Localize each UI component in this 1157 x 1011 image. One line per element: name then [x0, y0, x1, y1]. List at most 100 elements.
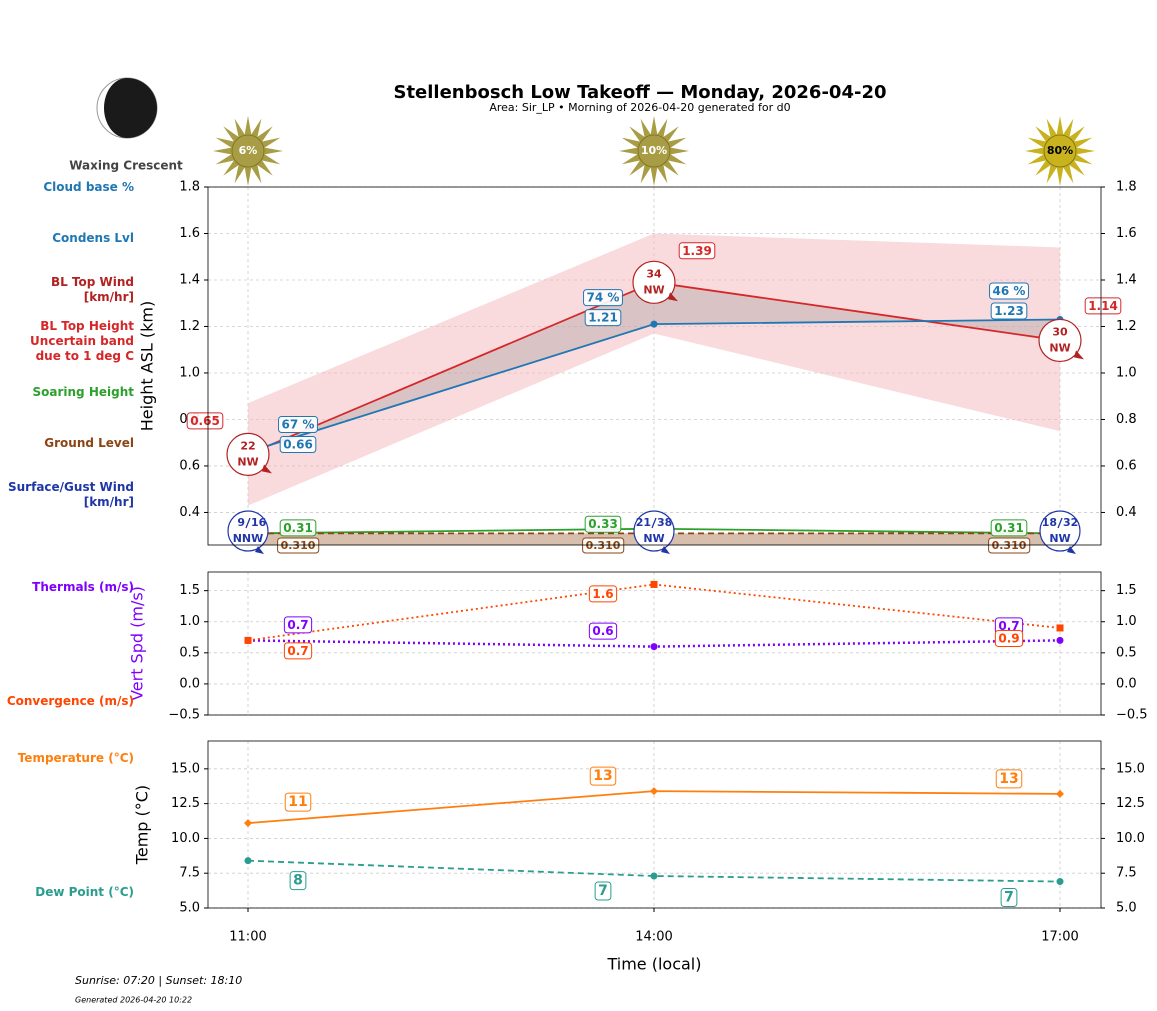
point — [1056, 789, 1064, 798]
legend-entry: BL Top Wind [km/hr] — [50, 275, 134, 304]
moon-shadow — [104, 78, 157, 138]
value-label: 7 — [1004, 890, 1014, 906]
sun-label: 6% — [239, 144, 258, 157]
value-label: 0.7 — [998, 619, 1019, 633]
value-label: 46 % — [993, 284, 1026, 298]
y2-tick-label: 1.4 — [1116, 272, 1137, 287]
y-tick-label: 1.0 — [179, 614, 200, 629]
legend-entry: Dew Point (°C) — [35, 885, 134, 899]
value-label: 0.65 — [190, 414, 220, 428]
value-label-box — [582, 537, 625, 554]
value-label: 0.31 — [283, 521, 313, 535]
wind-speed: 30 — [1052, 325, 1068, 338]
between-area — [248, 282, 1060, 455]
sun — [1043, 134, 1077, 168]
x-axis-label: Time (local) — [606, 955, 701, 974]
wind-gust: 32 — [1063, 516, 1078, 529]
value-label: 0.66 — [283, 438, 313, 452]
value-label: 0.7 — [287, 618, 308, 632]
x-tick-label: 11:00 — [229, 930, 266, 945]
sun-label: 10% — [641, 144, 667, 157]
value-label: 0.310 — [992, 539, 1027, 552]
wind-direction: NW — [643, 532, 664, 545]
value-label-box — [1000, 888, 1018, 908]
value-label-box — [289, 871, 307, 891]
value-label: 7 — [598, 883, 608, 899]
legend-entry: Cloud base % — [43, 180, 134, 194]
value-label-box — [995, 769, 1023, 789]
y2-tick-label: 1.0 — [1116, 614, 1137, 629]
value-label-box — [994, 629, 1024, 647]
wind-circle — [227, 510, 269, 552]
x-tick-label: 17:00 — [1041, 930, 1078, 945]
point — [1056, 878, 1064, 886]
point — [1056, 636, 1064, 644]
point — [1056, 624, 1064, 632]
chart-title: Stellenbosch Low Takeoff — Monday, 2026-… — [393, 82, 886, 103]
y-tick-label: 0.0 — [179, 676, 200, 691]
y2-tick-label: 0.0 — [1116, 676, 1137, 691]
wind-circle — [226, 432, 270, 476]
value-label: 13 — [999, 771, 1018, 787]
value-label-box — [278, 416, 318, 434]
y2-tick-label: 5.0 — [1116, 901, 1137, 916]
plot-frame — [207, 186, 1102, 546]
wind-speed: 22 — [240, 439, 255, 452]
y2-tick-label: 0.4 — [1116, 505, 1137, 520]
point — [650, 320, 658, 328]
wind-direction: NW — [1049, 341, 1070, 354]
wind-separator — [1057, 517, 1063, 529]
legend-entry: Surface/Gust Wind [km/hr] — [8, 480, 134, 509]
legend-entry: Condens Lvl — [52, 231, 134, 245]
y2-tick-label: 7.5 — [1116, 866, 1137, 881]
chart-subtitle: Area: Sir_LP • Morning of 2026-04-20 gen… — [489, 101, 790, 114]
legend-entry: Convergence (m/s) — [6, 694, 134, 708]
y2-tick-label: 0.8 — [1116, 412, 1137, 427]
wind-direction: NW — [237, 455, 258, 468]
y-tick-label: 15.0 — [171, 761, 200, 776]
point — [650, 643, 658, 651]
value-label-box — [990, 519, 1028, 537]
y-tick-label: 5.0 — [179, 901, 200, 916]
value-label: 1.39 — [682, 244, 712, 258]
wind-separator — [245, 517, 251, 529]
wind-circle — [633, 510, 675, 552]
y-tick-label: 1.6 — [179, 226, 200, 241]
point — [650, 872, 658, 880]
wind-arrow — [255, 546, 264, 554]
point — [244, 636, 252, 644]
series-line — [247, 583, 1061, 642]
value-label-box — [1084, 297, 1122, 315]
y-tick-label: −0.5 — [168, 708, 200, 723]
value-label: 1.23 — [994, 304, 1024, 318]
legend-entry: Soaring Height — [32, 385, 135, 399]
value-label-box — [279, 519, 317, 537]
wind-circle — [1038, 318, 1082, 363]
y2-tick-label: 12.5 — [1116, 796, 1145, 811]
plot-frame — [207, 740, 1102, 909]
y2-tick-label: 1.5 — [1116, 583, 1137, 598]
y-tick-label: 7.5 — [179, 866, 200, 881]
series-line — [247, 859, 1061, 883]
sun-label: 80% — [1047, 144, 1073, 157]
value-label: 0.6 — [592, 624, 613, 638]
wind-speed: 18 — [1042, 516, 1057, 529]
y2-tick-label: −0.5 — [1116, 708, 1148, 723]
wind-arrow — [262, 464, 272, 474]
y-axis-label: Height ASL (km) — [138, 301, 157, 431]
y2-tick-label: 1.8 — [1116, 180, 1137, 195]
value-label: 1.21 — [588, 311, 618, 325]
wind-arrow — [1074, 350, 1084, 360]
value-label: 0.7 — [287, 644, 308, 658]
y-tick-label: 12.5 — [171, 796, 200, 811]
value-label: 13 — [593, 768, 612, 784]
wind-direction: NW — [1049, 532, 1070, 545]
value-label-box — [594, 881, 612, 901]
value-label-box — [989, 282, 1029, 300]
uncertainty-band — [248, 233, 1060, 506]
sun-times: Sunrise: 07:20 | Sunset: 18:10 — [75, 974, 242, 987]
value-label-box — [584, 309, 622, 327]
y2-tick-label: 1.2 — [1116, 319, 1137, 334]
value-label-box — [678, 242, 716, 260]
